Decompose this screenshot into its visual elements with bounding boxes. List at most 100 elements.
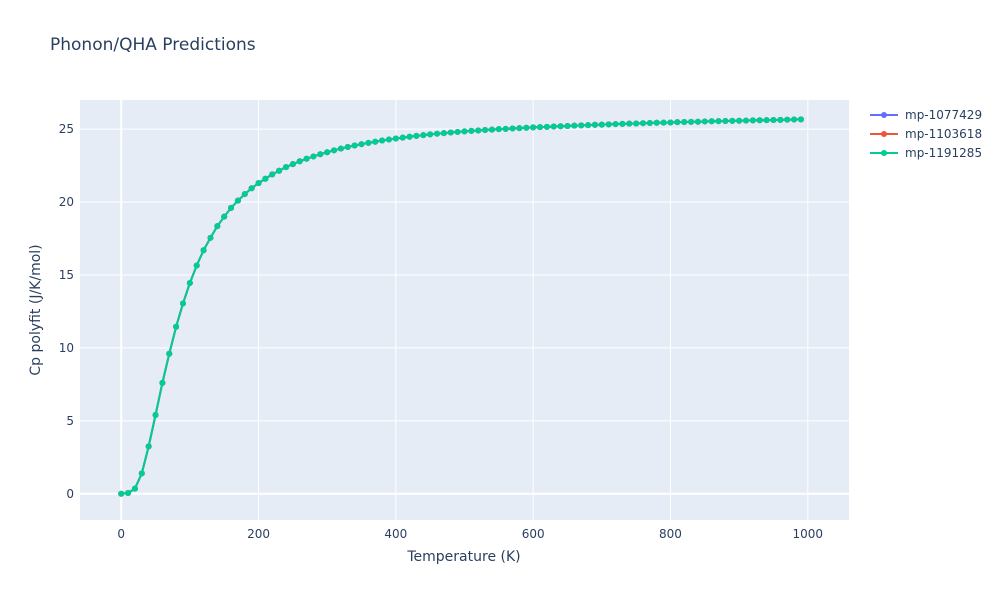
data-point <box>166 350 173 357</box>
legend-item-mp-1191285[interactable]: mp-1191285 <box>870 146 982 160</box>
data-point <box>667 119 674 126</box>
data-point <box>413 132 420 139</box>
data-point <box>234 197 241 204</box>
legend-marker-icon <box>881 112 887 118</box>
data-point <box>331 147 338 154</box>
legend-marker-icon <box>881 150 887 156</box>
x-axis-label: Temperature (K) <box>406 549 520 565</box>
data-point <box>420 132 427 139</box>
data-point <box>550 123 557 130</box>
y-axis-label: Cp polyfit (J/K/mol) <box>28 244 44 375</box>
data-point <box>475 127 482 134</box>
data-point <box>729 117 736 124</box>
legend-label: mp-1191285 <box>905 146 982 160</box>
legend-label: mp-1103618 <box>905 127 982 141</box>
data-point <box>626 120 633 127</box>
data-point <box>118 490 125 497</box>
data-point <box>461 128 468 135</box>
data-point <box>708 118 715 125</box>
data-point <box>619 120 626 127</box>
data-point <box>186 280 193 287</box>
data-point <box>468 127 475 134</box>
data-point <box>193 262 200 269</box>
data-point <box>681 119 688 126</box>
data-point <box>660 119 667 126</box>
data-point <box>578 122 585 129</box>
data-point <box>372 138 379 145</box>
data-point <box>756 117 763 124</box>
data-point <box>797 116 804 123</box>
data-point <box>488 126 495 133</box>
data-point <box>337 145 344 152</box>
y-tick-label: 20 <box>59 195 74 209</box>
data-point <box>743 117 750 124</box>
plot-background <box>80 100 849 520</box>
data-point <box>145 443 152 450</box>
data-point <box>701 118 708 125</box>
data-point <box>612 121 619 128</box>
data-point <box>770 116 777 123</box>
data-point <box>173 323 180 330</box>
data-point <box>200 247 207 254</box>
data-point <box>557 123 564 130</box>
legend-marker-icon <box>881 131 887 137</box>
data-point <box>310 153 317 160</box>
data-point <box>255 180 262 187</box>
data-point <box>605 121 612 128</box>
data-point <box>131 485 138 492</box>
data-point <box>434 130 441 137</box>
data-point <box>365 139 372 146</box>
data-point <box>646 120 653 127</box>
data-point <box>530 124 537 131</box>
data-point <box>653 119 660 126</box>
data-point <box>262 175 269 182</box>
data-point <box>303 155 310 162</box>
data-point <box>640 120 647 127</box>
legend-item-mp-1077429[interactable]: mp-1077429 <box>870 108 982 122</box>
data-point <box>241 191 248 198</box>
y-tick-label: 10 <box>59 341 74 355</box>
data-point <box>736 117 743 124</box>
data-point <box>159 379 166 386</box>
data-point <box>694 118 701 125</box>
x-tick-label: 200 <box>247 527 270 541</box>
series-line <box>121 118 801 495</box>
data-point <box>516 125 523 132</box>
data-point <box>344 143 351 150</box>
data-point <box>207 234 214 241</box>
data-point <box>585 122 592 129</box>
data-point <box>125 490 132 497</box>
data-point <box>399 134 406 141</box>
data-point <box>296 158 303 165</box>
data-point <box>221 213 228 220</box>
data-point <box>591 121 598 128</box>
legend[interactable]: mp-1077429 mp-1103618 mp-1191285 <box>870 108 982 160</box>
data-point <box>214 223 221 230</box>
data-point <box>358 141 365 148</box>
data-point <box>633 120 640 127</box>
data-point <box>392 135 399 142</box>
series-layer <box>118 116 804 497</box>
data-point <box>289 161 296 168</box>
data-point <box>385 136 392 143</box>
data-point <box>282 164 289 171</box>
grid-lines <box>80 100 849 520</box>
x-tick-label: 600 <box>522 527 545 541</box>
data-point <box>722 118 729 124</box>
x-tick-label: 400 <box>384 527 407 541</box>
data-point <box>152 412 159 418</box>
x-tick-label: 0 <box>117 527 125 541</box>
data-point <box>406 133 413 140</box>
data-point <box>482 127 489 134</box>
legend-item-mp-1103618[interactable]: mp-1103618 <box>870 127 982 141</box>
x-tick-label: 800 <box>659 527 682 541</box>
data-point <box>440 130 447 137</box>
data-point <box>688 118 695 125</box>
y-tick-label: 25 <box>59 122 74 136</box>
data-point <box>379 137 386 144</box>
data-point <box>228 204 235 211</box>
data-point <box>543 123 550 130</box>
data-point <box>276 167 283 174</box>
x-tick-label: 1000 <box>793 527 824 541</box>
